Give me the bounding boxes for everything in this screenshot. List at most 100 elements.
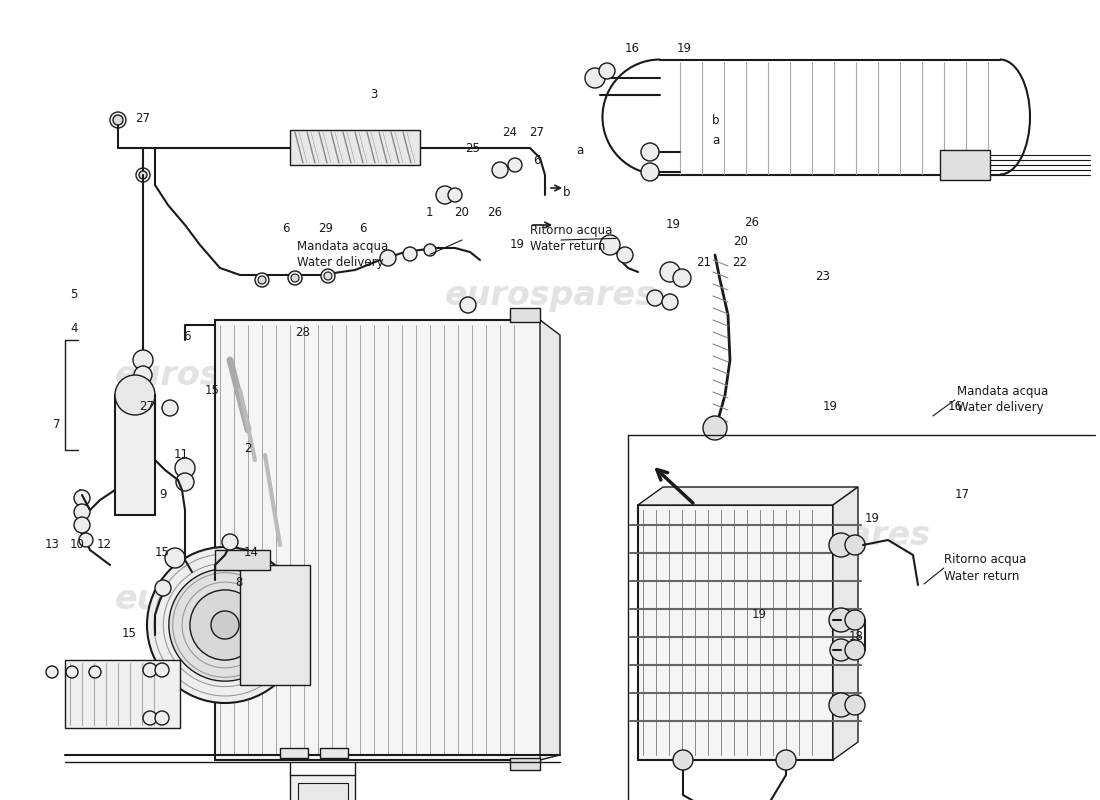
Text: Water return: Water return [944, 570, 1020, 582]
Circle shape [845, 640, 865, 660]
Text: 27: 27 [135, 112, 151, 125]
Circle shape [130, 377, 146, 393]
Text: Water return: Water return [530, 240, 606, 253]
Circle shape [222, 534, 238, 550]
Text: b: b [713, 114, 719, 126]
Circle shape [113, 115, 123, 125]
Text: Water delivery: Water delivery [297, 256, 384, 269]
Text: 28: 28 [295, 326, 310, 338]
Text: 29: 29 [318, 222, 333, 234]
Text: 15: 15 [121, 627, 136, 640]
Text: Mandata acqua: Mandata acqua [297, 240, 388, 253]
Circle shape [460, 297, 476, 313]
Bar [320, 748, 348, 758]
Polygon shape [540, 320, 560, 760]
Circle shape [845, 610, 865, 630]
Bar [290, 130, 420, 165]
Text: 2: 2 [244, 442, 251, 454]
Bar [510, 308, 540, 322]
Text: 20: 20 [454, 206, 470, 218]
Circle shape [79, 533, 94, 547]
Circle shape [258, 276, 266, 284]
Text: 19: 19 [823, 400, 838, 413]
Circle shape [288, 271, 302, 285]
Polygon shape [833, 487, 858, 760]
Circle shape [845, 535, 865, 555]
Circle shape [116, 375, 155, 415]
Circle shape [176, 473, 194, 491]
Text: 27: 27 [139, 400, 154, 413]
Bar [298, 783, 348, 800]
Circle shape [321, 269, 336, 283]
Circle shape [660, 262, 680, 282]
Circle shape [211, 611, 239, 639]
Text: 1: 1 [426, 206, 432, 218]
Circle shape [647, 290, 663, 306]
Circle shape [641, 143, 659, 161]
Circle shape [403, 247, 417, 261]
Circle shape [155, 663, 169, 677]
Circle shape [89, 666, 101, 678]
Circle shape [168, 569, 282, 681]
Circle shape [147, 547, 302, 703]
Text: 14: 14 [243, 546, 258, 558]
Circle shape [46, 666, 58, 678]
Circle shape [66, 666, 78, 678]
Text: 9: 9 [160, 488, 166, 501]
Circle shape [139, 171, 147, 179]
Bar [65, 660, 180, 728]
Circle shape [74, 517, 90, 533]
Circle shape [673, 750, 693, 770]
Circle shape [829, 533, 852, 557]
Circle shape [829, 608, 852, 632]
Text: 25: 25 [465, 142, 481, 154]
Circle shape [662, 294, 678, 310]
Circle shape [155, 711, 169, 725]
Text: 6: 6 [184, 330, 190, 342]
Text: 7: 7 [54, 418, 60, 430]
Circle shape [165, 548, 185, 568]
Text: 11: 11 [174, 448, 189, 461]
Circle shape [776, 750, 796, 770]
Text: a: a [576, 144, 583, 157]
Text: 16: 16 [947, 400, 962, 413]
Circle shape [830, 639, 852, 661]
Text: 5: 5 [70, 288, 77, 301]
Text: 26: 26 [487, 206, 503, 218]
Text: 15: 15 [205, 384, 220, 397]
Circle shape [600, 63, 615, 79]
Text: eurospares: eurospares [114, 359, 326, 393]
Circle shape [134, 366, 152, 384]
Text: 22: 22 [732, 256, 747, 269]
Circle shape [600, 235, 620, 255]
Circle shape [845, 695, 865, 715]
Text: 15: 15 [154, 546, 169, 558]
Circle shape [133, 350, 153, 370]
Bar [290, 775, 355, 800]
Text: 16: 16 [625, 42, 640, 54]
Circle shape [829, 693, 852, 717]
Polygon shape [214, 320, 556, 760]
Bar [638, 505, 833, 760]
Text: 23: 23 [815, 270, 830, 282]
Text: Water delivery: Water delivery [957, 402, 1044, 414]
Text: 21: 21 [696, 256, 712, 269]
Circle shape [74, 504, 90, 520]
Text: 24: 24 [502, 126, 517, 138]
Text: Ritorno acqua: Ritorno acqua [530, 224, 613, 237]
Text: 6: 6 [283, 222, 289, 234]
Text: Ritorno acqua: Ritorno acqua [944, 554, 1026, 566]
Circle shape [508, 158, 522, 172]
Circle shape [143, 663, 157, 677]
Text: 6: 6 [360, 222, 366, 234]
Text: 13: 13 [44, 538, 59, 550]
Text: 3: 3 [371, 88, 377, 101]
Bar [240, 565, 310, 685]
Circle shape [585, 68, 605, 88]
Text: 10: 10 [69, 538, 85, 550]
Text: 4: 4 [70, 322, 77, 334]
Text: 18: 18 [848, 630, 864, 642]
Circle shape [703, 416, 727, 440]
Text: 19: 19 [509, 238, 525, 250]
Text: Mandata acqua: Mandata acqua [957, 386, 1048, 398]
